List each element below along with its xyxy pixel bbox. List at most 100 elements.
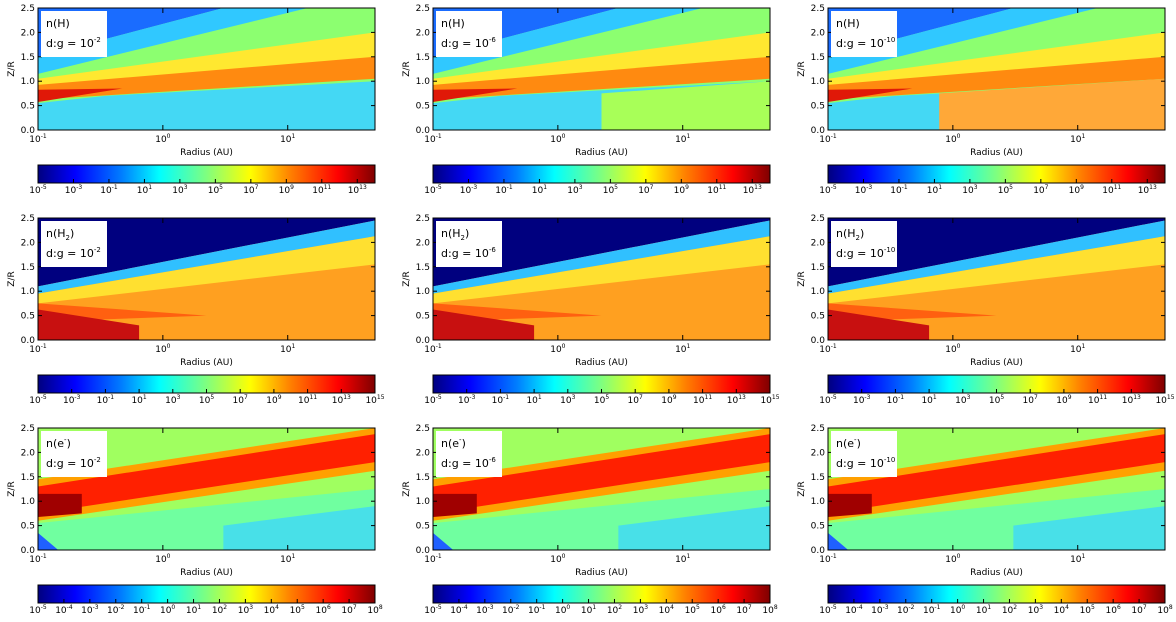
colorbar-tick-label: 10-3 <box>81 604 99 616</box>
colorbar-tick-label-exponent: -4 <box>67 604 73 611</box>
colorbar-tick-label-exponent: -2 <box>119 604 125 611</box>
annotation-part: -10 <box>884 36 895 44</box>
colorbar-tick-label-exponent: -1 <box>507 184 513 191</box>
colorbar-tick-label-exponent: -4 <box>462 604 468 611</box>
heatmap-region <box>433 532 454 550</box>
annotation-part: n(H) <box>836 17 860 30</box>
colorbar-tick-label-base: 10 <box>760 396 772 406</box>
colorbar-tick-label: 109 <box>266 394 281 406</box>
colorbar-tick-label: 1011 <box>693 394 712 406</box>
x-tick-label: 10-1 <box>29 133 47 145</box>
x-tick-label-base: 10 <box>280 135 292 145</box>
annotation-part: 2 <box>461 234 465 242</box>
colorbar-tick-label-exponent: 11 <box>719 184 727 191</box>
x-tick-label-base: 10 <box>29 135 41 145</box>
x-tick-label-exponent: 0 <box>957 133 961 140</box>
colorbar-tick-label: 10-5 <box>29 394 47 406</box>
colorbar-tick-label-exponent: -5 <box>436 604 442 611</box>
annotation-part: - <box>459 436 462 444</box>
y-axis-label: Z/R <box>402 61 412 76</box>
x-tick-label-base: 10 <box>1070 555 1082 565</box>
x-tick-label: 100 <box>945 343 960 355</box>
colorbar-tick-label-base: 10 <box>160 606 172 616</box>
x-tick-label-base: 10 <box>945 135 957 145</box>
colorbar-tick-label: 103 <box>165 394 180 406</box>
colorbar-tick-label-exponent: 3 <box>1039 604 1043 611</box>
colorbar-tick-label-exponent: 1 <box>938 184 942 191</box>
annotation-part: d:g = 10 <box>836 37 884 50</box>
colorbar-tick-label-exponent: -2 <box>514 604 520 611</box>
colorbar-tick-label-exponent: 7 <box>1034 394 1038 401</box>
colorbar-tick-label-exponent: 0 <box>566 604 570 611</box>
colorbar-tick-label: 10-5 <box>424 604 442 616</box>
colorbar-tick-label-base: 10 <box>266 396 278 406</box>
x-tick-label-exponent: -1 <box>41 553 47 560</box>
heatmap-region <box>38 88 123 102</box>
heatmap-region <box>433 8 703 74</box>
y-tick-label: 0.0 <box>811 126 826 136</box>
colorbar-tick-label-exponent: 7 <box>1045 184 1049 191</box>
y-tick-label: 1.0 <box>416 77 431 87</box>
heatmap-region <box>828 88 913 102</box>
colorbar-tick-label-base: 10 <box>707 186 719 196</box>
colorbar-tick-label-base: 10 <box>1157 606 1169 616</box>
colorbar-tick-label-base: 10 <box>736 606 748 616</box>
x-tick-label: 101 <box>280 133 295 145</box>
colorbar-tick-label-exponent: -3 <box>93 604 99 611</box>
colorbar-tick-label: 10-1 <box>133 604 151 616</box>
y-tick-label: 2.0 <box>21 238 36 248</box>
colorbar-tick-label-base: 10 <box>165 396 177 406</box>
colorbar-tick-label-base: 10 <box>528 606 540 616</box>
colorbar-tick-label-exponent: 2 <box>223 604 227 611</box>
y-tick-label: 1.5 <box>416 473 430 483</box>
y-tick-label: 0.0 <box>21 546 36 556</box>
colorbar-tick-label: 104 <box>659 604 674 616</box>
colorbar-tick-label: 1015 <box>760 394 779 406</box>
colorbar-tick-label: 101 <box>927 184 942 196</box>
colorbar-tick-label-base: 10 <box>1069 186 1081 196</box>
colorbar-tick-label: 101 <box>976 604 991 616</box>
colorbar-tick-label-exponent: -5 <box>831 184 837 191</box>
annotation-box <box>831 11 897 57</box>
heatmap-region <box>38 218 375 287</box>
annotation-part: ) <box>857 437 861 450</box>
colorbar-tick-label-base: 10 <box>897 606 909 616</box>
colorbar-tick-label-exponent: 11 <box>310 394 318 401</box>
annotation-part: n(e <box>441 437 459 450</box>
colorbar-tick-label: 101 <box>131 394 146 406</box>
colorbar-tick-label: 10-3 <box>458 394 476 406</box>
y-tick-label: 0.5 <box>811 102 825 112</box>
heatmap-region <box>433 56 770 100</box>
x-tick-label-exponent: 1 <box>1082 343 1086 350</box>
colorbar-tick-label-base: 10 <box>921 396 933 406</box>
x-tick-label-base: 10 <box>675 135 687 145</box>
colorbar-tick-label: 1013 <box>727 394 746 406</box>
x-tick-label-exponent: -1 <box>831 553 837 560</box>
annotation: n(e-) <box>441 436 466 450</box>
x-tick-label-exponent: 1 <box>292 553 296 560</box>
y-tick-label: 2.0 <box>416 238 431 248</box>
colorbar-tick-label: 105 <box>290 604 305 616</box>
y-tick-label: 0.5 <box>21 102 35 112</box>
colorbar-tick-label-base: 10 <box>819 396 831 406</box>
colorbar-tick-label: 10-3 <box>853 394 871 406</box>
colorbar-tick-label-base: 10 <box>1054 606 1066 616</box>
y-axis-label: Z/R <box>797 271 807 286</box>
x-tick-label: 101 <box>280 553 295 565</box>
colorbar-tick-label-exponent: 1 <box>933 394 937 401</box>
colorbar-tick-label-base: 10 <box>133 606 145 616</box>
annotation-part: ) <box>465 227 469 240</box>
x-tick-label-exponent: -1 <box>436 553 442 560</box>
plot-frame <box>37 217 376 341</box>
colorbar-tick-label-exponent: -5 <box>436 184 442 191</box>
colorbar-tick-label-base: 10 <box>989 396 1001 406</box>
colorbar-tick-label-exponent: -3 <box>866 184 872 191</box>
annotation-part: n(H) <box>46 17 70 30</box>
colorbar-tick-label-exponent: 13 <box>1149 184 1157 191</box>
colorbar-tick-label-base: 10 <box>341 606 353 616</box>
colorbar-tick-label: 107 <box>638 184 653 196</box>
colorbar-tick-label: 105 <box>199 394 214 406</box>
colorbar-tick-label-exponent: 6 <box>722 604 726 611</box>
x-tick-label: 101 <box>280 343 295 355</box>
